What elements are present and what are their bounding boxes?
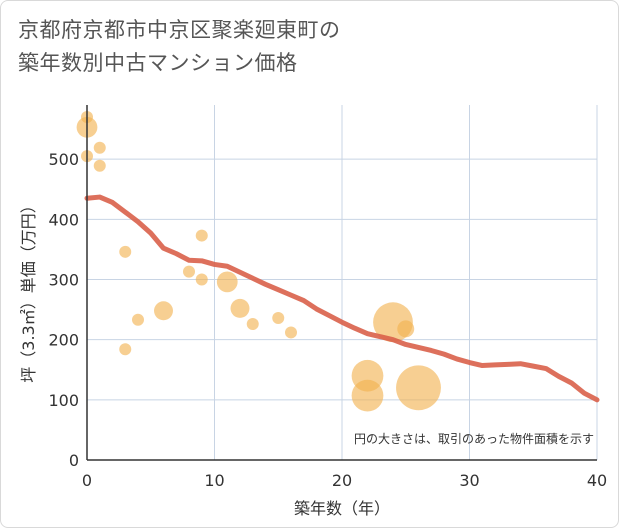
data-bubble <box>230 298 250 318</box>
y-tick-label: 400 <box>48 210 79 229</box>
trend-line <box>84 194 600 403</box>
axes <box>86 105 597 461</box>
chart-title-line2: 築年数別中古マンション価格 <box>18 51 298 75</box>
data-bubble <box>272 312 285 324</box>
y-tick-label: 200 <box>48 331 79 350</box>
data-bubble <box>216 271 238 293</box>
chart-title-line1: 京都府京都市中京区聚楽廻東町の <box>18 18 341 42</box>
data-bubble <box>119 343 132 356</box>
data-bubble <box>285 326 297 339</box>
data-bubble <box>195 229 208 242</box>
data-bubble <box>246 318 259 331</box>
data-bubble <box>154 301 173 321</box>
data-bubble <box>119 245 132 258</box>
y-tick-label: 500 <box>48 150 79 169</box>
data-bubble <box>183 265 195 278</box>
data-bubble <box>351 379 384 412</box>
data-bubble <box>93 159 106 172</box>
data-bubble <box>93 141 106 154</box>
x-tick-label: 30 <box>459 471 479 490</box>
bubble-size-note: 円の大きさは、取引のあった物件面積を示す <box>354 431 594 446</box>
y-axis-label: 坪（3.3㎡）単価（万円） <box>19 197 38 382</box>
y-tick-label: 0 <box>69 451 79 470</box>
y-tick-label: 300 <box>48 270 79 289</box>
data-bubble <box>396 365 441 411</box>
bubbles <box>76 111 441 412</box>
chart-title: 京都府京都市中京区聚楽廻東町の 築年数別中古マンション価格 <box>18 14 578 80</box>
x-tick-label: 20 <box>332 471 352 490</box>
data-bubble <box>397 320 415 338</box>
y-tick-label: 100 <box>48 391 79 410</box>
grid-lines <box>87 105 598 460</box>
x-tick-label: 0 <box>82 471 92 490</box>
x-tick-label: 40 <box>587 471 607 490</box>
trend-line-group <box>84 194 600 403</box>
x-axis-label: 築年数（年） <box>294 499 390 518</box>
data-bubble <box>132 313 144 326</box>
x-tick-label: 10 <box>204 471 224 490</box>
data-bubble <box>195 273 208 286</box>
